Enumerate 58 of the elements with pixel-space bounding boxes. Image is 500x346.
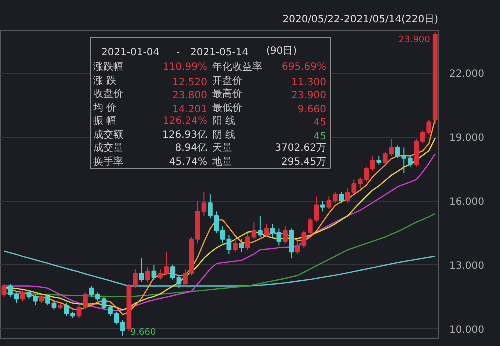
text: 2020/05/22-2021/05/14(220日) [282, 14, 439, 26]
annotation: 收盘价 [94, 88, 124, 100]
annotation: 126.93亿 [162, 130, 208, 141]
candlestick [232, 238, 238, 253]
y-tick-label: 10.000 [450, 324, 484, 336]
annotation: 开盘价 [212, 75, 242, 87]
annotation: 均 价 [92, 102, 117, 114]
candlestick [320, 200, 326, 212]
annotation: 最低价 [212, 102, 242, 114]
annotation: 14.201 [172, 104, 208, 116]
annotation: 成交额 [94, 129, 124, 141]
annotation: 阳 线 [212, 115, 236, 127]
annotation: 成交量 [94, 142, 124, 154]
annotation: 涨 跌 [94, 75, 117, 87]
annotation: 换手率 [94, 156, 124, 168]
candlestick [139, 258, 144, 283]
annotation: 2021-05-14 [190, 48, 249, 58]
line-series [4, 250, 436, 287]
annotation: 45 [314, 132, 327, 142]
y-tick-label: 19.000 [450, 133, 484, 144]
annotation: 最高价 [212, 88, 242, 100]
y-tick-label: 16.000 [450, 197, 484, 208]
annotation: 110.99% [163, 62, 208, 73]
candlestick [239, 238, 244, 253]
annotation: 涨跌幅 [94, 61, 124, 73]
annotation: 8.94亿 [175, 143, 208, 154]
annotation: 9.660 [298, 104, 327, 116]
annotation: 2021-01-04 [102, 48, 160, 58]
candlestick [264, 224, 270, 238]
annotation: 23.800 [172, 90, 208, 102]
candlestick [20, 290, 26, 302]
annotation: 126.24% [163, 116, 208, 127]
annotation: 45 [314, 118, 327, 128]
annotation: 23.900 [398, 35, 431, 46]
candlestick [339, 192, 344, 204]
annotation: (90日) [266, 46, 298, 57]
candlestick [152, 264, 157, 280]
candlestick [146, 266, 150, 283]
annotation: 振 幅 [94, 115, 117, 127]
annotation: 9.660 [130, 328, 156, 338]
annotation: 天量 [212, 143, 232, 154]
annotation: 年化收益率 [212, 61, 262, 73]
candlestick [258, 215, 263, 238]
annotation: 23.900 [292, 90, 327, 102]
y-tick-label: 13.000 [450, 260, 484, 272]
candlestick [282, 226, 288, 244]
annotation: 45.74% [169, 157, 208, 168]
annotation: 12.520 [172, 78, 208, 88]
y-tick-label: 22.000 [450, 69, 484, 80]
annotation: 295.45万 [282, 157, 327, 168]
annotation: 地量 [212, 156, 232, 168]
annotation: 阴 线 [212, 129, 236, 141]
annotation: 3702.62万 [275, 143, 327, 154]
candlestick [289, 228, 294, 260]
annotation: - [176, 48, 180, 58]
candlestick [2, 284, 7, 298]
annotation: 695.69% [282, 62, 327, 73]
annotation: 11.300 [292, 78, 327, 88]
